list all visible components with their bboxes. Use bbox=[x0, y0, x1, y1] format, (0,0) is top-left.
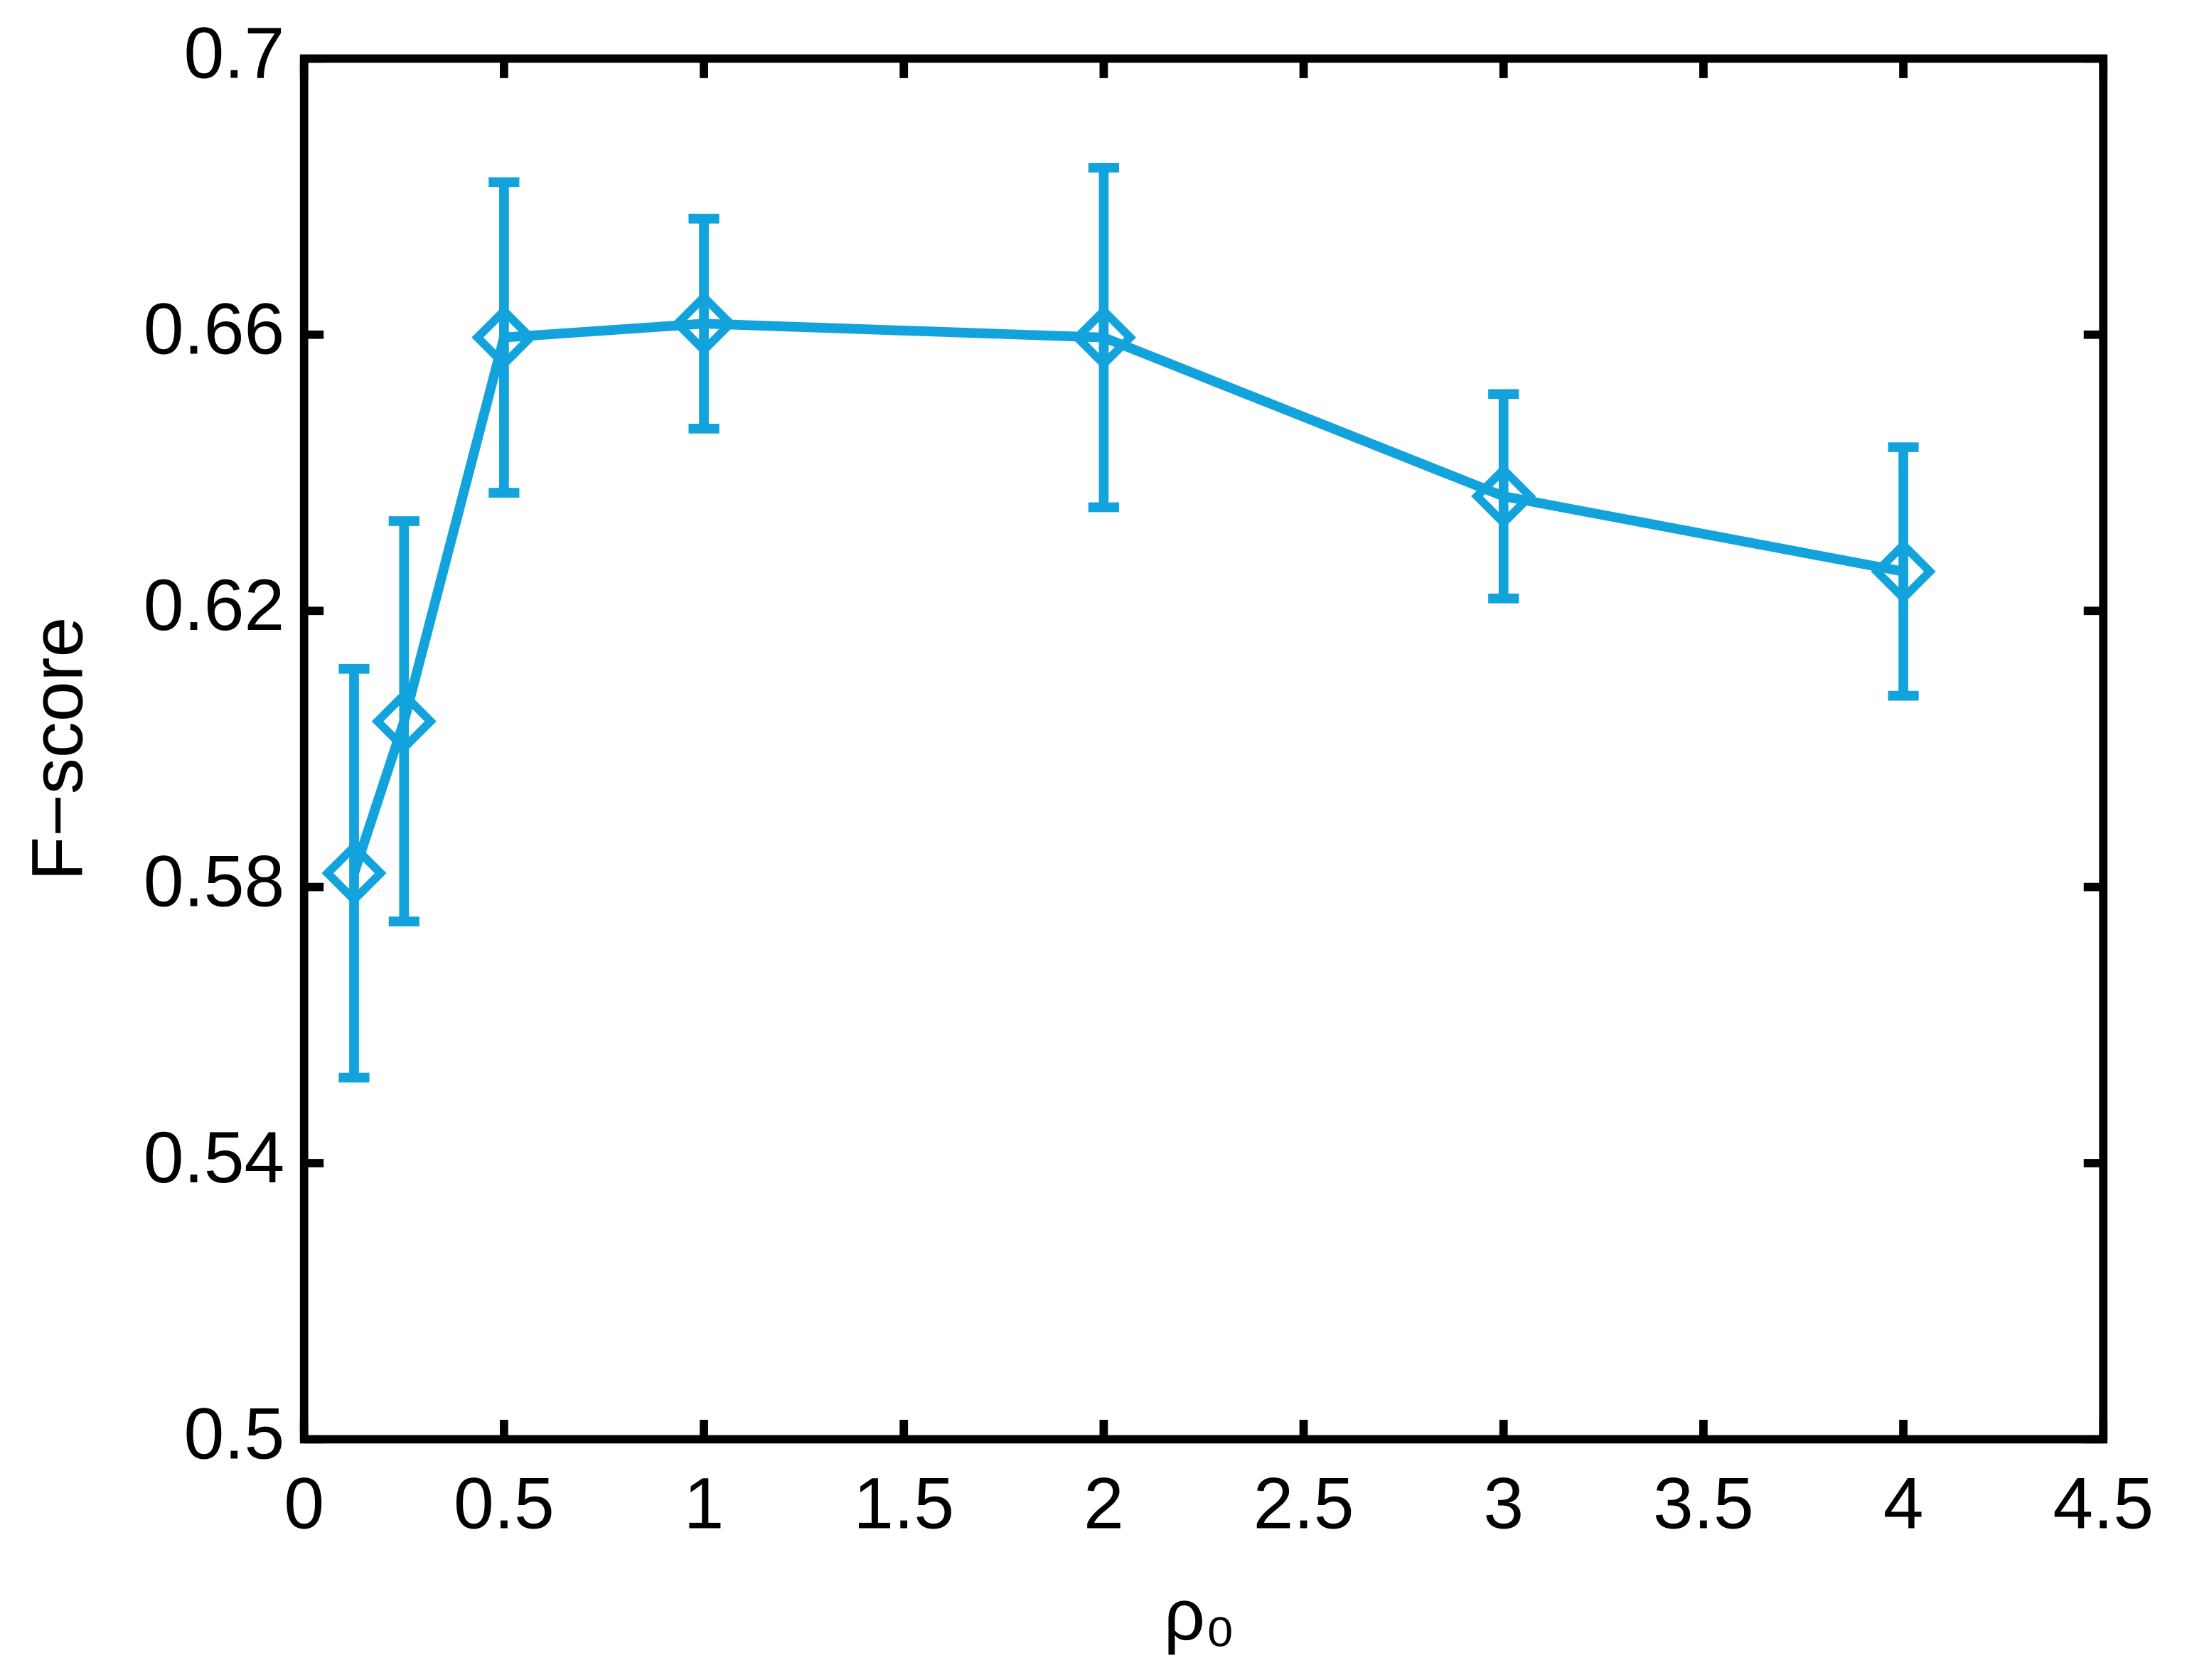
y-tick-label: 0.66 bbox=[144, 289, 285, 370]
x-tick-label: 3.5 bbox=[1653, 1462, 1754, 1543]
data-line bbox=[349, 319, 1905, 875]
x-tick-label: 1 bbox=[684, 1462, 724, 1543]
marker bbox=[671, 291, 737, 356]
y-tick-label: 0.5 bbox=[183, 1393, 284, 1474]
marker bbox=[1471, 464, 1536, 529]
marker bbox=[321, 840, 387, 906]
y-tick-label: 0.7 bbox=[183, 12, 284, 93]
marker bbox=[1871, 539, 1936, 604]
marker bbox=[371, 688, 437, 754]
y-tick-label: 0.62 bbox=[144, 565, 285, 646]
marker bbox=[1071, 305, 1136, 370]
y-tick-label: 0.54 bbox=[144, 1117, 285, 1198]
x-tick-label: 2.5 bbox=[1253, 1462, 1354, 1543]
y-tick-label: 0.58 bbox=[144, 841, 285, 922]
x-tick-label: 3 bbox=[1483, 1462, 1524, 1543]
x-axis-label: ρ₀ bbox=[1164, 1574, 1235, 1655]
x-tick-label: 0.5 bbox=[454, 1462, 555, 1543]
x-tick-label: 4.5 bbox=[2053, 1462, 2154, 1543]
marker bbox=[471, 305, 537, 370]
x-tick-label: 0 bbox=[284, 1462, 324, 1543]
x-tick-label: 4 bbox=[1883, 1462, 1924, 1543]
y-axis-label: F−score bbox=[16, 617, 97, 881]
x-tick-label: 2 bbox=[1084, 1462, 1124, 1543]
x-tick-label: 1.5 bbox=[853, 1462, 954, 1543]
plot-frame bbox=[299, 54, 2108, 1444]
